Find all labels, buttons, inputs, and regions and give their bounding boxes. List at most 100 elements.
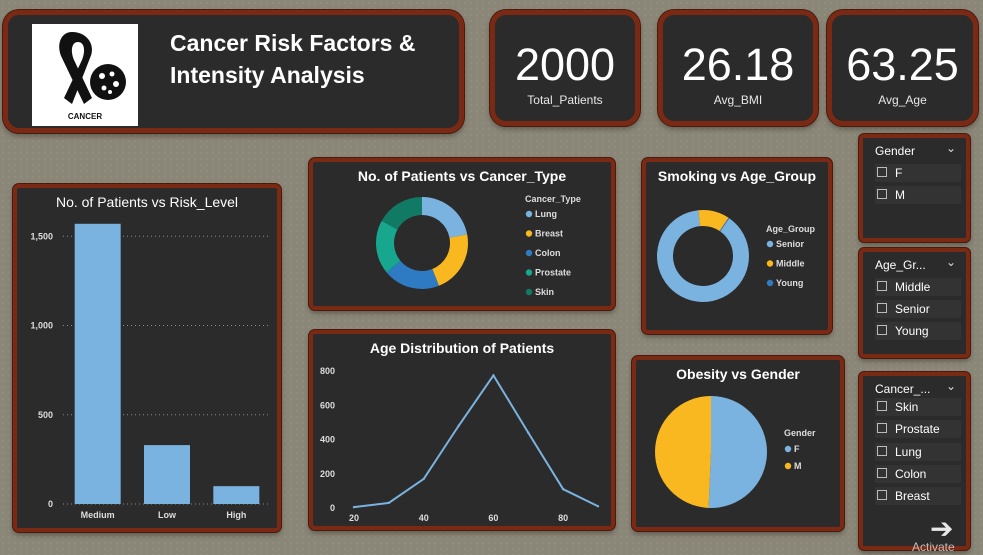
- legend-marker: [784, 445, 792, 453]
- age-distribution-line-chart: 0 200 400 600 800 20 40 60 80: [320, 366, 600, 523]
- kpi-value: 63.25: [846, 39, 959, 90]
- kpi-card-avg-age: 63.25 Avg_Age: [827, 10, 978, 126]
- pie-slice-f: [708, 396, 767, 508]
- checkbox[interactable]: [877, 401, 887, 411]
- chart-title: No. of Patients vs Risk_Level: [55, 194, 239, 210]
- slicer-item-m[interactable]: M: [875, 186, 961, 204]
- checkbox[interactable]: [877, 189, 887, 199]
- bar-low: [144, 445, 190, 504]
- chevron-down-icon[interactable]: ⌄: [945, 255, 956, 269]
- obesity-gender-pie-card: Obesity vs Gender Gender F M: [632, 356, 844, 531]
- x-tick-label: 20: [349, 513, 359, 523]
- y-tick-label: 500: [38, 410, 53, 420]
- awareness-ribbon-icon: [59, 32, 126, 104]
- legend-label: M: [794, 461, 802, 471]
- legend-marker: [766, 260, 774, 267]
- slicer-item-label: Prostate: [895, 422, 940, 436]
- data-point: [352, 505, 356, 509]
- data-point: [561, 487, 565, 491]
- x-tick-label: 60: [488, 513, 498, 523]
- donut-slice-colon: [386, 260, 439, 289]
- slicer-item-colon[interactable]: Colon: [875, 465, 961, 483]
- slicer-item-breast[interactable]: Breast: [875, 487, 961, 505]
- obesity-gender-pie-chart: Gender FM: [654, 396, 816, 508]
- donut-slice-breast: [432, 234, 468, 286]
- next-page-arrow-icon[interactable]: ➔: [930, 513, 954, 544]
- donut-slice-senior: [657, 210, 749, 302]
- slicer-item-senior[interactable]: Senior: [875, 300, 961, 318]
- legend-marker: [525, 269, 533, 276]
- data-point: [457, 424, 460, 428]
- kpi-label: Avg_BMI: [713, 93, 763, 107]
- slicer-item-label: Young: [895, 324, 929, 338]
- legend-marker: [525, 210, 533, 218]
- slicer-item-skin[interactable]: Skin: [875, 398, 961, 416]
- y-tick-label: 800: [320, 366, 335, 376]
- checkbox[interactable]: [877, 167, 887, 177]
- slicer-item-prostate[interactable]: Prostate: [875, 420, 961, 438]
- data-point: [387, 501, 391, 505]
- checkbox[interactable]: [877, 303, 887, 313]
- x-tick-label: 40: [419, 513, 429, 523]
- legend-label: Senior: [776, 239, 805, 249]
- chevron-down-icon[interactable]: ⌄: [945, 141, 956, 155]
- slicer-item-label: Skin: [895, 400, 919, 414]
- watermark-text: Activate: [912, 540, 955, 554]
- cancer-type-slicer: Cancer_... ⌄ Skin Prostate Lung Colon Br…: [859, 372, 970, 550]
- checkbox[interactable]: [877, 281, 887, 291]
- checkbox[interactable]: [877, 446, 887, 456]
- y-tick-label: 400: [320, 435, 335, 445]
- slicer-item-label: Senior: [895, 302, 930, 316]
- kpi-label: Total_Patients: [527, 93, 603, 107]
- chevron-down-icon[interactable]: ⌄: [945, 379, 956, 393]
- x-tick-label: Low: [158, 510, 177, 520]
- logo-caption: CANCER: [67, 112, 103, 121]
- legend-label: Prostate: [535, 268, 571, 278]
- kpi-value: 2000: [514, 39, 616, 90]
- y-tick-label: 0: [330, 503, 335, 513]
- donut-slice-middle: [698, 210, 729, 232]
- legend-marker: [525, 230, 533, 237]
- y-tick-label: 1,500: [30, 231, 53, 241]
- checkbox[interactable]: [877, 423, 887, 433]
- slicer-title: Age_Gr...: [875, 258, 926, 272]
- cancer-type-donut-card: No. of Patients vs Cancer_Type Cancer_Ty…: [309, 158, 615, 310]
- legend-marker: [766, 279, 774, 287]
- chart-title: Smoking vs Age_Group: [657, 168, 817, 184]
- data-point: [492, 374, 495, 377]
- legend-marker: [766, 240, 774, 248]
- cancer-logo: CANCER: [32, 24, 138, 126]
- legend-title: Age_Group: [766, 224, 816, 234]
- title-line-1: Cancer Risk Factors &: [170, 30, 416, 56]
- age-distribution-line-chart-card: Age Distribution of Patients 0 200 400 600 8…: [309, 330, 615, 530]
- checkbox[interactable]: [877, 325, 887, 335]
- slicer-item-label: Middle: [895, 280, 931, 294]
- title-line-2: Intensity Analysis: [170, 62, 365, 88]
- legend-marker: [525, 288, 533, 296]
- cancer-type-donut-chart: Cancer_Type Lung Breast Colon Prostate Skin: [376, 194, 581, 297]
- risk-level-bar-chart-card: No. of Patients vs Risk_Level 0 500 1,000 1…: [13, 184, 281, 532]
- bar-medium: [74, 223, 121, 505]
- legend-label: Middle: [776, 259, 805, 269]
- data-point: [527, 431, 530, 434]
- slicer-item-f[interactable]: F: [875, 164, 961, 182]
- slicer-item-lung[interactable]: Lung: [875, 443, 961, 461]
- gender-slicer: Gender ⌄ F M: [859, 134, 970, 242]
- legend-label: Lung: [535, 209, 557, 219]
- smoking-age-group-donut-card: Smoking vs Age_Group Age_Group Senior Midd…: [642, 158, 832, 334]
- data-point: [596, 505, 600, 508]
- checkbox[interactable]: [877, 490, 887, 500]
- legend-label: Young: [776, 278, 803, 288]
- slicer-item-middle[interactable]: Middle: [875, 278, 961, 296]
- x-tick-label: 80: [558, 513, 568, 523]
- donut-slice-lung: [422, 197, 468, 238]
- slicer-item-young[interactable]: Young: [875, 322, 961, 340]
- legend-title: Cancer_Type: [525, 194, 581, 204]
- y-tick-label: 600: [320, 400, 335, 410]
- donut-slice-prostate: [376, 220, 401, 273]
- checkbox[interactable]: [877, 468, 887, 478]
- legend-label: Breast: [535, 229, 563, 239]
- kpi-label: Avg_Age: [878, 93, 927, 107]
- slicer-title: Cancer_...: [875, 382, 931, 396]
- slicer-item-label: Lung: [895, 445, 922, 459]
